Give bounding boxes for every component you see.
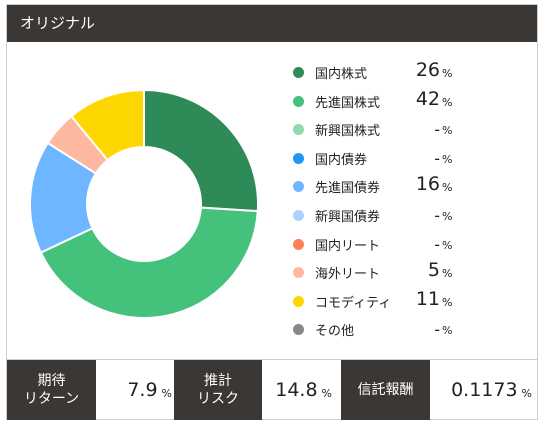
legend-item: 国内債券 -% [287,146,537,175]
legend-value: 26 [415,59,440,81]
legend-unit: % [442,324,453,338]
legend-label: 国内株式 [315,67,368,82]
legend-item: 国内株式 26% [287,59,537,89]
chart-legend: 国内株式 26% 先進国株式 42% 新興国株式 -% 国内債券 -% 先進国債券 16% 新興国債… [287,59,537,346]
legend-item: 新興国株式 -% [287,117,537,146]
legend-value: 5 [427,259,440,282]
legend-unit: % [442,295,453,309]
legend-value: 16 [415,173,440,196]
estimated-risk-value: 14.8% [275,379,332,401]
legend-label: コモディティ [315,295,392,311]
legend-swatch [293,267,304,279]
legend-swatch [293,152,304,164]
legend-value: 42 [415,87,440,110]
legend-label: 新興国株式 [315,124,381,140]
legend-item: 先進国債券 16% [287,173,537,203]
legend-label: 新興国債券 [315,209,381,225]
legend-swatch [293,67,304,78]
legend-item: 海外リート 5% [287,259,537,289]
trust-fee-value: 0.1173% [451,379,532,401]
legend-unit: % [442,124,453,138]
legend-label: 国内債券 [315,152,368,168]
legend-item: 先進国株式 42% [287,87,537,118]
trust-fee-label: 信託報酬 [341,360,430,420]
legend-unit: % [442,209,453,223]
legend-unit: % [442,238,453,252]
legend-value: - [434,320,440,340]
expected-return-label: 期待 リターン [7,360,96,420]
legend-item: その他 -% [287,317,537,346]
legend-swatch [293,238,304,250]
allocation-donut-chart [29,89,259,319]
legend-unit: % [442,267,453,281]
legend-swatch [293,324,304,336]
legend-unit: % [442,95,453,109]
legend-swatch [293,181,304,193]
legend-value: - [434,148,440,168]
legend-label: 海外リート [315,267,381,283]
legend-item: 国内リート -% [287,232,537,261]
legend-swatch [293,209,304,221]
donut-slice [69,89,145,162]
legend-value: 11 [415,287,440,310]
legend-item: コモディティ 11% [287,287,537,318]
legend-item: 新興国債券 -% [287,203,537,232]
legend-value: - [434,234,440,254]
portfolio-card: オリジナル 国内株式 26% 先進国株式 42% 新興国株式 -% 国内債券 -% 先進国債券 1… [6,4,538,420]
legend-swatch [293,95,304,107]
legend-value: - [434,120,440,140]
expected-return-value: 7.9% [127,379,172,401]
stats-bar: 期待 リターン 7.9% 推計 リスク 14.8% 信託報酬 0.1173% [7,359,537,420]
legend-value: - [434,205,440,225]
legend-label: 先進国債券 [315,181,381,197]
card-header: オリジナル [7,5,537,42]
donut-slice [39,206,259,319]
legend-label: 国内リート [315,238,381,254]
legend-unit: % [442,152,453,166]
legend-label: 先進国株式 [315,95,381,111]
donut-slice [143,89,259,213]
legend-unit: % [442,181,453,195]
legend-unit: % [442,67,453,80]
legend-swatch [293,295,304,307]
legend-swatch [293,124,304,136]
estimated-risk-label: 推計 リスク [174,360,262,420]
legend-label: その他 [315,324,355,340]
